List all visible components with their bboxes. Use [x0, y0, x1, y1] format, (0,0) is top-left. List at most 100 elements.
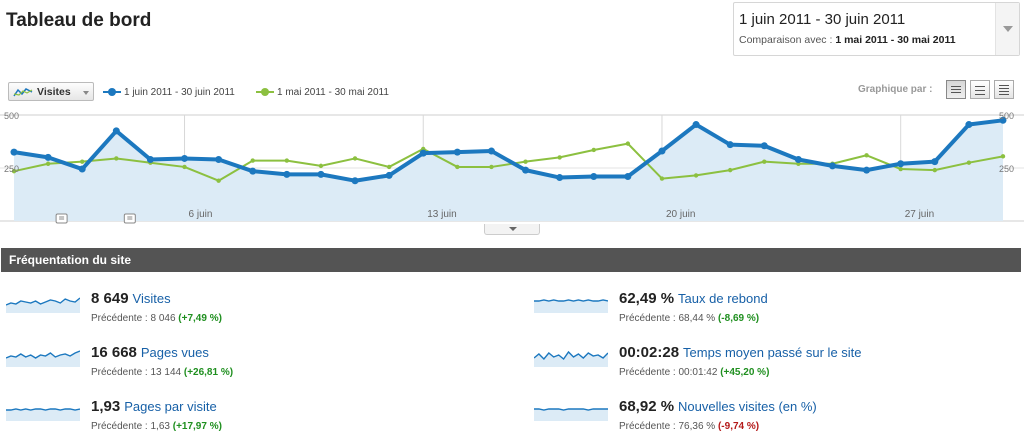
- y-tick-label: 250: [4, 164, 19, 174]
- data-point-current: [215, 156, 223, 164]
- stat-value: 68,92 %: [619, 398, 675, 415]
- chevron-down-icon: [1003, 26, 1013, 32]
- data-point-previous: [11, 168, 17, 174]
- x-tick-label: 6 juin: [189, 209, 213, 220]
- sparkline: [534, 350, 608, 367]
- stat-change: (+7,49 %): [178, 313, 222, 324]
- data-point-current: [78, 165, 86, 173]
- x-tick-label: 20 juin: [666, 209, 695, 220]
- data-point-current: [999, 116, 1007, 124]
- x-tick-label: 13 juin: [427, 209, 456, 220]
- data-point-current: [146, 156, 154, 164]
- stat-value: 00:02:28: [619, 344, 680, 361]
- data-point-previous: [284, 158, 290, 163]
- data-point-current: [10, 148, 18, 156]
- data-point-current: [658, 147, 666, 155]
- series-previous-line: [13, 142, 1004, 182]
- data-point-current: [317, 170, 325, 178]
- sparkline: [6, 408, 80, 421]
- date-range-picker[interactable]: 1 juin 2011 - 30 juin 2011 Comparaison a…: [733, 2, 1020, 56]
- data-point-current: [590, 172, 598, 180]
- data-point-current: [181, 154, 189, 162]
- data-point-previous: [523, 159, 528, 164]
- data-point-current: [897, 160, 905, 168]
- stat-previous: Précédente : 76,36 %: [619, 421, 716, 432]
- data-point-current: [931, 158, 939, 166]
- stat-previous: Précédente : 00:01:42: [619, 367, 718, 378]
- legend-current: 1 juin 2011 - 30 juin 2011: [103, 87, 235, 98]
- data-point-previous: [864, 153, 869, 158]
- stat-change: (+26,81 %): [183, 367, 234, 378]
- graph-by-month-button[interactable]: [994, 80, 1014, 99]
- data-point-current: [385, 171, 393, 179]
- data-point-previous: [386, 164, 392, 170]
- data-point-previous: [250, 158, 255, 163]
- data-point-previous: [114, 156, 119, 161]
- stat-metric-link[interactable]: Visites: [132, 291, 171, 306]
- data-point-previous: [898, 166, 903, 172]
- data-point-current: [522, 166, 530, 174]
- y-tick-label: 250: [999, 164, 1014, 174]
- data-point-current: [453, 148, 461, 156]
- stat-previous: Précédente : 1,63: [91, 421, 170, 432]
- graph-toolbar: Visites 1 juin 2011 - 30 juin 2011 1 mai…: [0, 80, 1024, 102]
- legend-previous: 1 mai 2011 - 30 mai 2011: [256, 87, 389, 98]
- data-point-current: [487, 147, 495, 155]
- stat-value: 1,93: [91, 398, 121, 415]
- metric-selector-label: Visites: [37, 86, 71, 98]
- stat-metric-link[interactable]: Temps moyen passé sur le site: [683, 345, 862, 360]
- data-point-current: [760, 142, 768, 150]
- section-header: Fréquentation du site: [1, 248, 1021, 272]
- data-point-previous: [966, 160, 972, 165]
- comment-icon[interactable]: [123, 213, 136, 224]
- metric-selector[interactable]: Visites: [8, 82, 94, 101]
- section-title: Fréquentation du site: [9, 253, 132, 267]
- legend-marker-icon: [103, 88, 121, 97]
- date-range-dropdown-button[interactable]: [995, 3, 1019, 55]
- data-point-current: [283, 170, 291, 178]
- stat-change: (+17,97 %): [172, 421, 222, 432]
- stat-previous: Précédente : 8 046: [91, 313, 176, 324]
- data-point-previous: [216, 178, 221, 183]
- data-point-current: [112, 127, 120, 135]
- data-point-previous: [693, 173, 699, 178]
- data-point-previous: [932, 167, 937, 173]
- data-point-previous: [727, 167, 733, 173]
- data-point-current: [351, 177, 359, 185]
- data-point-previous: [352, 156, 358, 161]
- visits-chart[interactable]: 500 500 250 250 6 juin 13 juin 20 juin 27 juin: [0, 102, 1024, 238]
- data-point-current: [726, 141, 734, 149]
- data-point-previous: [318, 163, 324, 169]
- stat-previous: Précédente : 13 144: [91, 367, 182, 378]
- data-point-current: [556, 174, 564, 182]
- stat-change: (-8,69 %): [717, 313, 760, 324]
- data-point-current: [692, 121, 700, 129]
- legend-marker-icon: [256, 88, 274, 97]
- data-point-previous: [762, 159, 767, 164]
- stat-metric-link[interactable]: Taux de rebond: [678, 291, 768, 306]
- data-point-previous: [80, 159, 85, 164]
- page-title: Tableau de bord: [6, 10, 152, 31]
- data-point-previous: [625, 141, 631, 146]
- data-point-previous: [557, 155, 562, 160]
- data-point-previous: [182, 164, 187, 170]
- chart-collapse-handle[interactable]: [484, 224, 540, 235]
- graph-by-label: Graphique par :: [858, 84, 933, 95]
- graph-by-week-button[interactable]: [970, 80, 990, 99]
- stat-metric-link[interactable]: Pages vues: [140, 345, 209, 360]
- stat-value: 62,49 %: [619, 290, 675, 307]
- data-point-current: [828, 162, 836, 170]
- graph-by-day-button[interactable]: [946, 80, 966, 99]
- stat-metric-link[interactable]: Nouvelles visites (en %): [678, 399, 817, 414]
- sparkline: [534, 299, 608, 313]
- stat-change: (-9,74 %): [717, 421, 760, 432]
- sparkline: [534, 408, 608, 421]
- data-point-current: [965, 121, 973, 129]
- data-point-current: [419, 149, 427, 157]
- comment-icon[interactable]: [55, 213, 68, 224]
- data-point-current: [249, 167, 257, 175]
- series-current-line: [13, 118, 1004, 183]
- y-tick-label: 500: [999, 111, 1014, 121]
- sparkline: [6, 350, 80, 367]
- stat-metric-link[interactable]: Pages par visite: [124, 399, 217, 414]
